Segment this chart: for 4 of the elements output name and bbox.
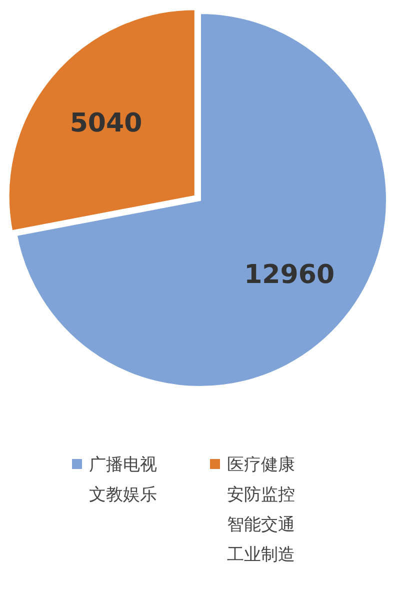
data-label: 5040: [70, 108, 142, 138]
legend-label: 医疗健康安防监控智能交通工业制造: [227, 455, 295, 565]
data-label: 12960: [244, 260, 335, 290]
legend-label: 广播电视文教娱乐: [89, 455, 157, 505]
